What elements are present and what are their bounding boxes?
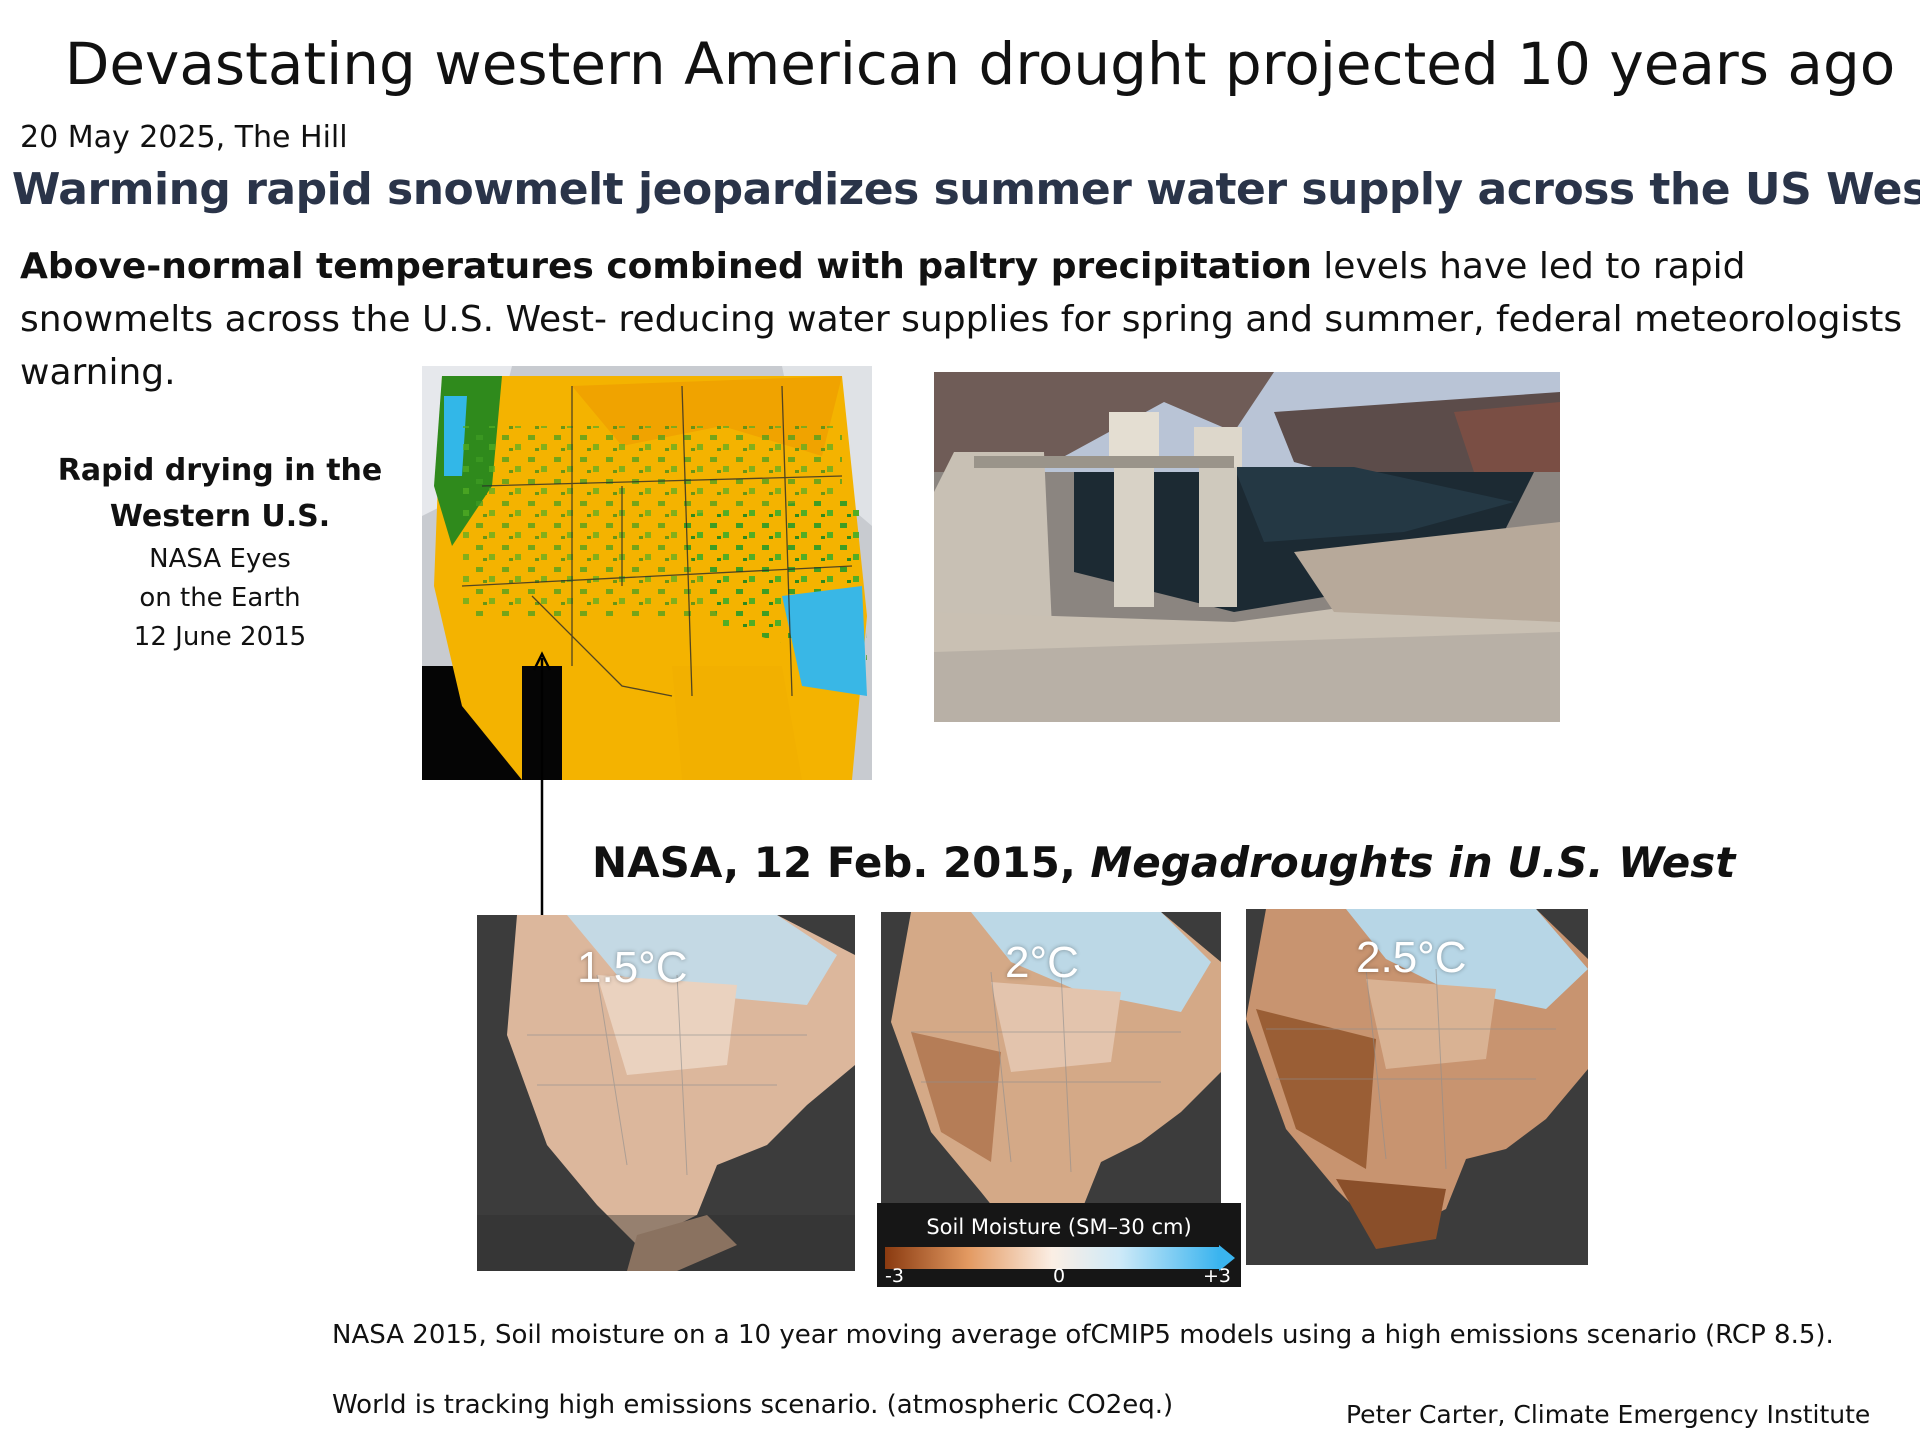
source-note: NASA 2015, Soil moisture on a 10 year mo… bbox=[332, 1320, 1834, 1350]
author-credit: Peter Carter, Climate Emergency Institut… bbox=[1346, 1400, 1871, 1429]
scenario-label: 2.5°C bbox=[1356, 933, 1467, 982]
dam-reservoir-photo bbox=[934, 372, 1560, 722]
megadrought-italic: Megadroughts in U.S. West bbox=[1090, 838, 1736, 887]
drying-caption: Rapid drying in the Western U.S. NASA Ey… bbox=[40, 448, 400, 657]
soil-moisture-map-2-5c: 2.5°C bbox=[1246, 909, 1588, 1265]
caption-source-2: on the Earth bbox=[139, 583, 301, 613]
legend-colorbar bbox=[885, 1247, 1219, 1269]
scenario-label: 2°C bbox=[1005, 938, 1079, 987]
legend-max: +3 bbox=[1203, 1265, 1232, 1287]
legend-min: -3 bbox=[885, 1265, 904, 1287]
scenario-label: 1.5°C bbox=[577, 943, 688, 992]
legend-arrow-icon bbox=[1219, 1245, 1235, 1271]
megadrought-title: NASA, 12 Feb. 2015, Megadroughts in U.S.… bbox=[592, 838, 1735, 887]
legend-mid: 0 bbox=[1053, 1265, 1066, 1287]
soil-moisture-legend: Soil Moisture (SM–30 cm) -3 0 +3 bbox=[877, 1203, 1241, 1287]
caption-source-1: NASA Eyes bbox=[149, 544, 291, 574]
news-headline: Warming rapid snowmelt jeopardizes summe… bbox=[11, 164, 1920, 215]
summary-paragraph: Above-normal temperatures combined with … bbox=[20, 240, 1920, 399]
summary-rest: levels have led to rapid snowmelts acros… bbox=[20, 246, 1903, 393]
caption-date: 12 June 2015 bbox=[133, 622, 307, 652]
megadrought-source: NASA, 12 Feb. 2015, bbox=[592, 838, 1091, 887]
caption-heading-1: Rapid drying in the bbox=[57, 453, 383, 488]
caption-heading-2: Western U.S. bbox=[109, 499, 331, 534]
slide-title: Devastating western American drought pro… bbox=[64, 30, 1896, 98]
western-us-drying-map bbox=[422, 366, 872, 780]
legend-title: Soil Moisture (SM–30 cm) bbox=[926, 1215, 1192, 1239]
tracking-note: World is tracking high emissions scenari… bbox=[332, 1390, 1174, 1420]
soil-moisture-map-1-5c: 1.5°C bbox=[477, 915, 855, 1271]
summary-bold: Above-normal temperatures combined with … bbox=[20, 246, 1312, 287]
dateline: 20 May 2025, The Hill bbox=[20, 120, 348, 155]
